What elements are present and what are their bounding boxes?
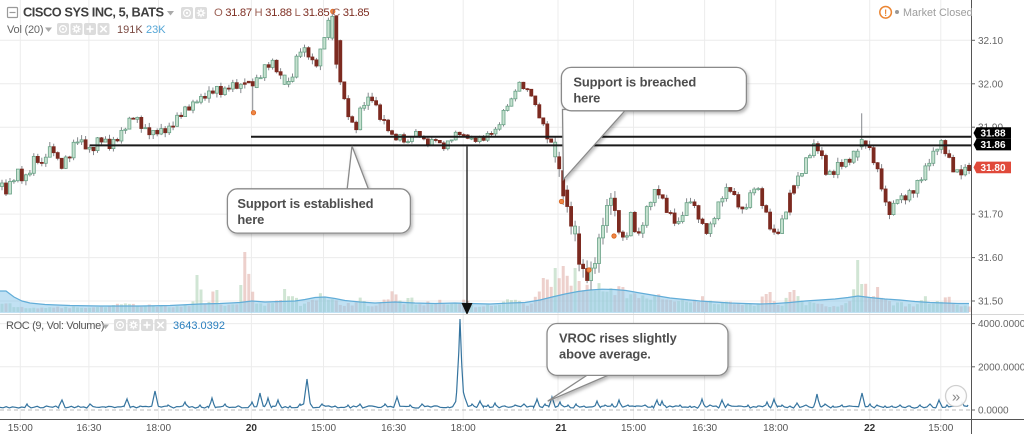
svg-text:22: 22 xyxy=(864,423,876,434)
svg-text:16:30: 16:30 xyxy=(381,423,406,434)
svg-text:2000.0000: 2000.0000 xyxy=(978,362,1024,373)
svg-text:3643.0392: 3643.0392 xyxy=(173,320,225,332)
svg-text:O 31.87 H 31.88 L 31.85 C 31.8: O 31.87 H 31.88 L 31.85 C 31.85 xyxy=(214,7,369,19)
svg-text:31.60: 31.60 xyxy=(978,253,1003,264)
svg-text:15:00: 15:00 xyxy=(8,423,33,434)
svg-text:Vol (20): Vol (20) xyxy=(7,24,43,36)
svg-text:!: ! xyxy=(884,8,887,18)
svg-text:VROC rises slightly: VROC rises slightly xyxy=(559,331,678,346)
svg-text:here: here xyxy=(237,212,264,227)
svg-text:21: 21 xyxy=(555,423,567,434)
svg-text:Support is breached: Support is breached xyxy=(573,74,696,89)
svg-text:15:00: 15:00 xyxy=(928,423,953,434)
svg-text:191K: 191K xyxy=(117,24,143,36)
svg-text:31.70: 31.70 xyxy=(978,210,1003,221)
svg-text:31.86: 31.86 xyxy=(980,140,1005,151)
svg-text:Support is established: Support is established xyxy=(237,196,373,211)
svg-text:0.0000: 0.0000 xyxy=(978,406,1009,417)
svg-text:32.10: 32.10 xyxy=(978,36,1003,47)
svg-text:31.80: 31.80 xyxy=(980,163,1005,174)
svg-text:20: 20 xyxy=(246,423,258,434)
svg-text:»: » xyxy=(952,389,960,406)
svg-text:4000.0000: 4000.0000 xyxy=(978,319,1024,330)
svg-text:Market Closed: Market Closed xyxy=(903,7,973,19)
svg-text:31.88: 31.88 xyxy=(980,129,1005,140)
svg-text:CISCO SYS INC, 5, BATS: CISCO SYS INC, 5, BATS xyxy=(23,5,165,20)
svg-text:15:00: 15:00 xyxy=(311,423,336,434)
svg-text:18:00: 18:00 xyxy=(763,423,788,434)
svg-text:15:00: 15:00 xyxy=(621,423,646,434)
svg-text:18:00: 18:00 xyxy=(146,423,171,434)
svg-text:16:30: 16:30 xyxy=(692,423,717,434)
svg-text:31.50: 31.50 xyxy=(978,297,1003,308)
svg-text:18:00: 18:00 xyxy=(451,423,476,434)
svg-text:23K: 23K xyxy=(146,24,166,36)
svg-text:ROC (9, Vol: Volume): ROC (9, Vol: Volume) xyxy=(6,320,104,332)
svg-text:here: here xyxy=(573,90,600,105)
svg-text:above average.: above average. xyxy=(559,347,651,362)
svg-text:32.00: 32.00 xyxy=(978,79,1003,90)
svg-text:16:30: 16:30 xyxy=(76,423,101,434)
